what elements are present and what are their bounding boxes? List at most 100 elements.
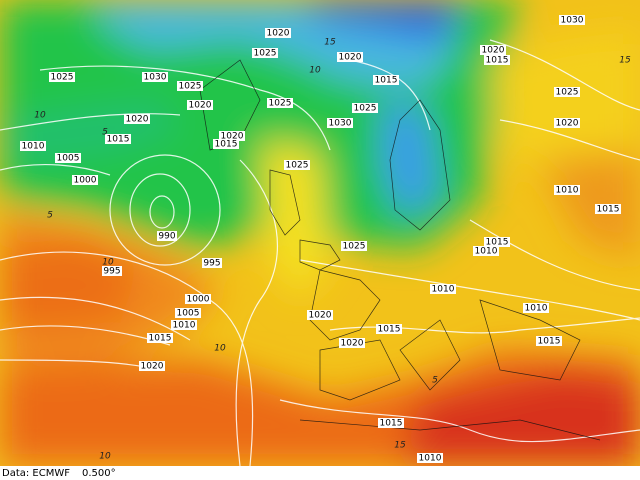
isobar-label-box bbox=[72, 175, 98, 185]
isobar-label-box bbox=[213, 139, 239, 149]
isobar-label: 1015 bbox=[215, 140, 238, 150]
footer-resolution: 0.500° bbox=[82, 468, 116, 479]
isobar-label: 1025 bbox=[269, 99, 292, 109]
isobar-label-box bbox=[175, 308, 201, 318]
isobar-label: 1020 bbox=[221, 132, 244, 142]
isobar-label-box bbox=[341, 241, 367, 251]
isobar-label: 1010 bbox=[173, 321, 196, 331]
temperature-label: 10 bbox=[309, 66, 321, 76]
isobar-label-box bbox=[265, 28, 291, 38]
temperature-label: 10 bbox=[34, 111, 46, 121]
isobar-label: 1025 bbox=[51, 73, 74, 83]
temperature-label: 5 bbox=[102, 128, 108, 138]
isobar-label-box bbox=[484, 55, 510, 65]
isobar-label: 1020 bbox=[339, 53, 362, 63]
isobar-label: 1020 bbox=[267, 29, 290, 39]
isobar-label: 1020 bbox=[126, 115, 149, 125]
isobar-label-box bbox=[554, 118, 580, 128]
isobar-label-box bbox=[480, 45, 506, 55]
temperature-label: 15 bbox=[619, 56, 631, 66]
isobar-label-box bbox=[307, 310, 333, 320]
isobar-label: 1010 bbox=[22, 142, 45, 152]
isobar-label: 1030 bbox=[144, 73, 167, 83]
isobar-label: 1020 bbox=[189, 101, 212, 111]
isobar-label-box bbox=[185, 294, 211, 304]
isobar-label-box bbox=[284, 160, 310, 170]
isobar-label-box bbox=[339, 338, 365, 348]
isobar-label: 995 bbox=[203, 259, 220, 269]
isobar-label-box bbox=[177, 81, 203, 91]
isobar-label-box bbox=[49, 72, 75, 82]
isobar-label-box bbox=[124, 114, 150, 124]
isobar-label-box bbox=[202, 258, 222, 268]
isobar-label-box bbox=[267, 98, 293, 108]
isobar-label: 1010 bbox=[525, 304, 548, 314]
isobar-label-box bbox=[187, 100, 213, 110]
isobar-label-box bbox=[337, 52, 363, 62]
isobar-label: 1025 bbox=[286, 161, 309, 171]
isobar-label: 1015 bbox=[378, 325, 401, 335]
isobar-label: 1020 bbox=[141, 362, 164, 372]
isobar-label-box bbox=[376, 324, 402, 334]
isobar-label-box bbox=[554, 87, 580, 97]
isobar-label: 1015 bbox=[486, 56, 509, 66]
isobar-label-box bbox=[373, 75, 399, 85]
isobar-label-box bbox=[430, 284, 456, 294]
isobar-label: 1000 bbox=[187, 295, 210, 305]
temperature-label: 5 bbox=[47, 211, 53, 221]
isobar-label: 1020 bbox=[341, 339, 364, 349]
isobar-label: 1010 bbox=[556, 186, 579, 196]
isobar-label: 1000 bbox=[74, 176, 97, 186]
footer-source: Data: ECMWF bbox=[2, 468, 70, 479]
isobar-label-box bbox=[102, 266, 122, 276]
isobar-label: 1020 bbox=[309, 311, 332, 321]
isobar-label: 1030 bbox=[561, 16, 584, 26]
isobar-label: 1010 bbox=[475, 247, 498, 257]
isobar-label-box bbox=[171, 320, 197, 330]
isobar-label: 1025 bbox=[354, 104, 377, 114]
temperature-label: 15 bbox=[394, 441, 406, 451]
isobar-label-box bbox=[352, 103, 378, 113]
isobar-label-box bbox=[378, 418, 404, 428]
isobar-label-box bbox=[327, 118, 353, 128]
isobar-label: 1015 bbox=[538, 337, 561, 347]
temperature-label: 10 bbox=[99, 452, 111, 462]
isobar-label-box bbox=[142, 72, 168, 82]
isobar-label: 1020 bbox=[482, 46, 505, 56]
isobar-label: 1015 bbox=[107, 135, 130, 145]
temperature-label: 5 bbox=[432, 376, 438, 386]
isobar-label: 1015 bbox=[597, 205, 620, 215]
isobar-label: 1025 bbox=[556, 88, 579, 98]
isobar-label-box bbox=[252, 48, 278, 58]
isobar-label: 1015 bbox=[149, 334, 172, 344]
isobar-label-box bbox=[559, 15, 585, 25]
isobar-label-box bbox=[139, 361, 165, 371]
isobar-label: 1015 bbox=[486, 238, 509, 248]
isobar-label: 1015 bbox=[380, 419, 403, 429]
isobar-label-box bbox=[147, 333, 173, 343]
isobar-label-box bbox=[473, 246, 499, 256]
isobar-label: 1010 bbox=[419, 454, 442, 464]
isobar-label-box bbox=[157, 231, 177, 241]
isobar-label-box bbox=[554, 185, 580, 195]
isobar-label: 1030 bbox=[329, 119, 352, 129]
isobar-label: 1025 bbox=[179, 82, 202, 92]
isobar-label-box bbox=[484, 237, 510, 247]
temperature-label: 15 bbox=[324, 38, 336, 48]
isobar-label-box bbox=[536, 336, 562, 346]
isobar-label: 995 bbox=[103, 267, 120, 277]
isobar-label: 1025 bbox=[343, 242, 366, 252]
isobar-label: 1005 bbox=[177, 309, 200, 319]
isobar-label-box bbox=[523, 303, 549, 313]
isobar-label-box bbox=[105, 134, 131, 144]
isobar-label-box bbox=[219, 131, 245, 141]
isobar-label: 990 bbox=[158, 232, 175, 242]
isobar-label-box bbox=[55, 153, 81, 163]
temperature-field bbox=[0, 0, 640, 466]
temperature-label: 10 bbox=[214, 344, 226, 354]
isobar-label: 1025 bbox=[254, 49, 277, 59]
footer-bar bbox=[0, 466, 640, 480]
isobar-label: 1020 bbox=[556, 119, 579, 129]
